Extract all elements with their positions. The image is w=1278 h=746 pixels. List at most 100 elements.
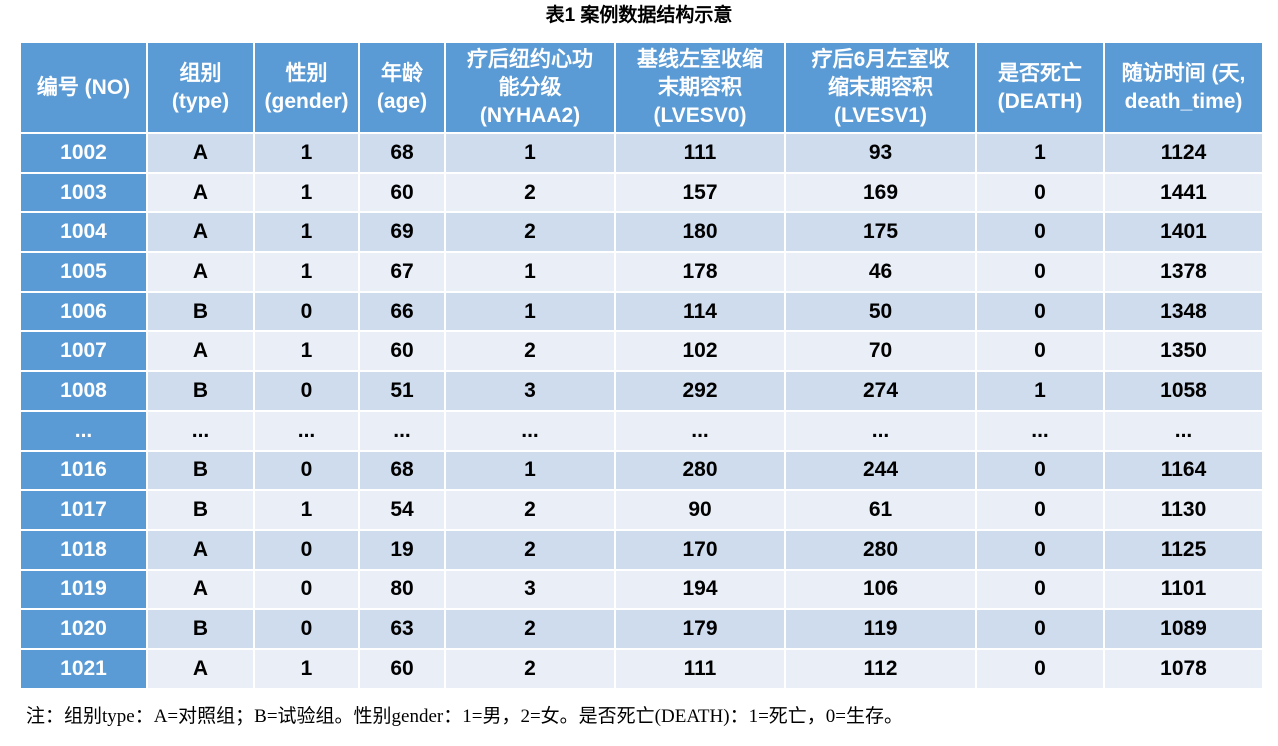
table-cell: 1078 [1103, 647, 1264, 690]
table-cell: 1441 [1103, 171, 1264, 214]
table-cell: 170 [614, 528, 786, 571]
table-cell: 0 [975, 330, 1105, 373]
header-row: 编号 (NO) 组别 (type) 性别 (gender) 年龄 (age) 疗后纽约心功 能分… [19, 41, 1264, 134]
table-cell: 0 [975, 528, 1105, 571]
table-cell: 2 [444, 608, 616, 650]
table-cell: 111 [614, 647, 786, 690]
row-id-cell: 1006 [19, 290, 148, 333]
table-cell: 54 [358, 489, 446, 531]
table-cell: 169 [784, 171, 977, 214]
table-cell: 1 [253, 489, 360, 531]
table-cell: A [146, 528, 255, 571]
column-header: 疗后6月左室收 缩末期容积 (LVESV1) [784, 41, 977, 134]
table-cell: 280 [784, 528, 977, 571]
table-cell: 0 [253, 449, 360, 492]
table-cell: 0 [975, 647, 1105, 690]
table-cell: A [146, 251, 255, 293]
column-header-line: 年龄 [381, 61, 423, 85]
table-cell: 1 [444, 132, 616, 174]
table-cell: 1058 [1103, 370, 1264, 412]
table-cell: ... [444, 409, 616, 452]
column-header-line: 是否死亡 [998, 61, 1082, 85]
column-header-line: 基线左室收缩 [637, 47, 763, 71]
table-cell: ... [146, 409, 255, 452]
table-cell: 60 [358, 171, 446, 214]
table-cell: 93 [784, 132, 977, 174]
column-header-line: death_time) [1124, 89, 1243, 113]
table-cell: 0 [975, 449, 1105, 492]
table-cell: 50 [784, 290, 977, 333]
table-cell: 63 [358, 608, 446, 650]
table-cell: 60 [358, 647, 446, 690]
table-row: 1006 B 0 66 1 114 50 0 1348 [19, 290, 1264, 333]
table-cell: 180 [614, 211, 786, 254]
table-cell: 0 [253, 370, 360, 412]
row-id-cell: 1016 [19, 449, 148, 492]
column-header-line: (LVESV1) [834, 103, 927, 127]
table-cell: 1350 [1103, 330, 1264, 373]
table-cell: 106 [784, 568, 977, 611]
table-cell: 66 [358, 290, 446, 333]
table-cell: B [146, 489, 255, 531]
row-id-cell: ... [19, 409, 148, 452]
table-row: 1021 A 1 60 2 111 112 0 1078 [19, 647, 1264, 690]
table-cell: A [146, 330, 255, 373]
table-cell: 0 [975, 211, 1105, 254]
table-cell: 67 [358, 251, 446, 293]
column-header-line: 疗后纽约心功 [467, 47, 593, 71]
table-cell: 112 [784, 647, 977, 690]
table-cell: ... [1103, 409, 1264, 452]
column-header-line: 能分级 [498, 75, 562, 99]
column-header-line: (LVESV0) [653, 103, 747, 127]
table-cell: B [146, 608, 255, 650]
column-header: 疗后纽约心功 能分级 (NYHAA2) [444, 41, 616, 134]
table-body: 1002 A 1 68 1 111 93 1 1124 1003 A 1 60 2 157 169 0 1441 1… [19, 132, 1264, 690]
table-cell: 19 [358, 528, 446, 571]
column-header-line: (NYHAA2) [479, 103, 581, 127]
table-cell: 3 [444, 370, 616, 412]
table-cell: 51 [358, 370, 446, 412]
table-cell: 69 [358, 211, 446, 254]
table-cell: 1 [444, 251, 616, 293]
column-header: 随访时间 (天, death_time) [1103, 41, 1264, 134]
column-header-line: 性别 [285, 61, 328, 85]
row-id-cell: 1004 [19, 211, 148, 254]
table-cell: 119 [784, 608, 977, 650]
table-cell: 1 [975, 132, 1105, 174]
table-row: 1008 B 0 51 3 292 274 1 1058 [19, 370, 1264, 412]
table-cell: 90 [614, 489, 786, 531]
table-cell: 274 [784, 370, 977, 412]
table-cell: ... [614, 409, 786, 452]
table-cell: 1 [253, 211, 360, 254]
column-header: 组别 (type) [146, 41, 255, 134]
table-cell: 68 [358, 449, 446, 492]
table-cell: 0 [253, 290, 360, 333]
table-row: 1019 A 0 80 3 194 106 0 1101 [19, 568, 1264, 611]
table-title: 表1 案例数据结构示意 [545, 5, 733, 26]
table-row: 1007 A 1 60 2 102 70 0 1350 [19, 330, 1264, 373]
table-cell: A [146, 647, 255, 690]
table-cell: 2 [444, 528, 616, 571]
table-cell: 1 [253, 132, 360, 174]
table-cell: 178 [614, 251, 786, 293]
table-cell: 1 [975, 370, 1105, 412]
table-cell: 68 [358, 132, 446, 174]
table-cell: 3 [444, 568, 616, 611]
table-row: 1002 A 1 68 1 111 93 1 1124 [19, 132, 1264, 174]
row-id-cell: 1018 [19, 528, 148, 571]
column-header-line: 末期容积 [658, 75, 742, 99]
table-cell: 157 [614, 171, 786, 214]
table-cell: 0 [975, 489, 1105, 531]
table-cell: 0 [975, 608, 1105, 650]
table-cell: 292 [614, 370, 786, 412]
column-header-line: (DEATH) [997, 89, 1083, 113]
table-row: 1016 B 0 68 1 280 244 0 1164 [19, 449, 1264, 492]
table-row: 1005 A 1 67 1 178 46 0 1378 [19, 251, 1264, 293]
table-cell: 1101 [1103, 568, 1264, 611]
table-cell: 2 [444, 330, 616, 373]
table-cell: 175 [784, 211, 977, 254]
table-cell: B [146, 370, 255, 412]
row-id-cell: 1019 [19, 568, 148, 611]
table-cell: A [146, 171, 255, 214]
column-header: 基线左室收缩 末期容积 (LVESV0) [614, 41, 786, 134]
